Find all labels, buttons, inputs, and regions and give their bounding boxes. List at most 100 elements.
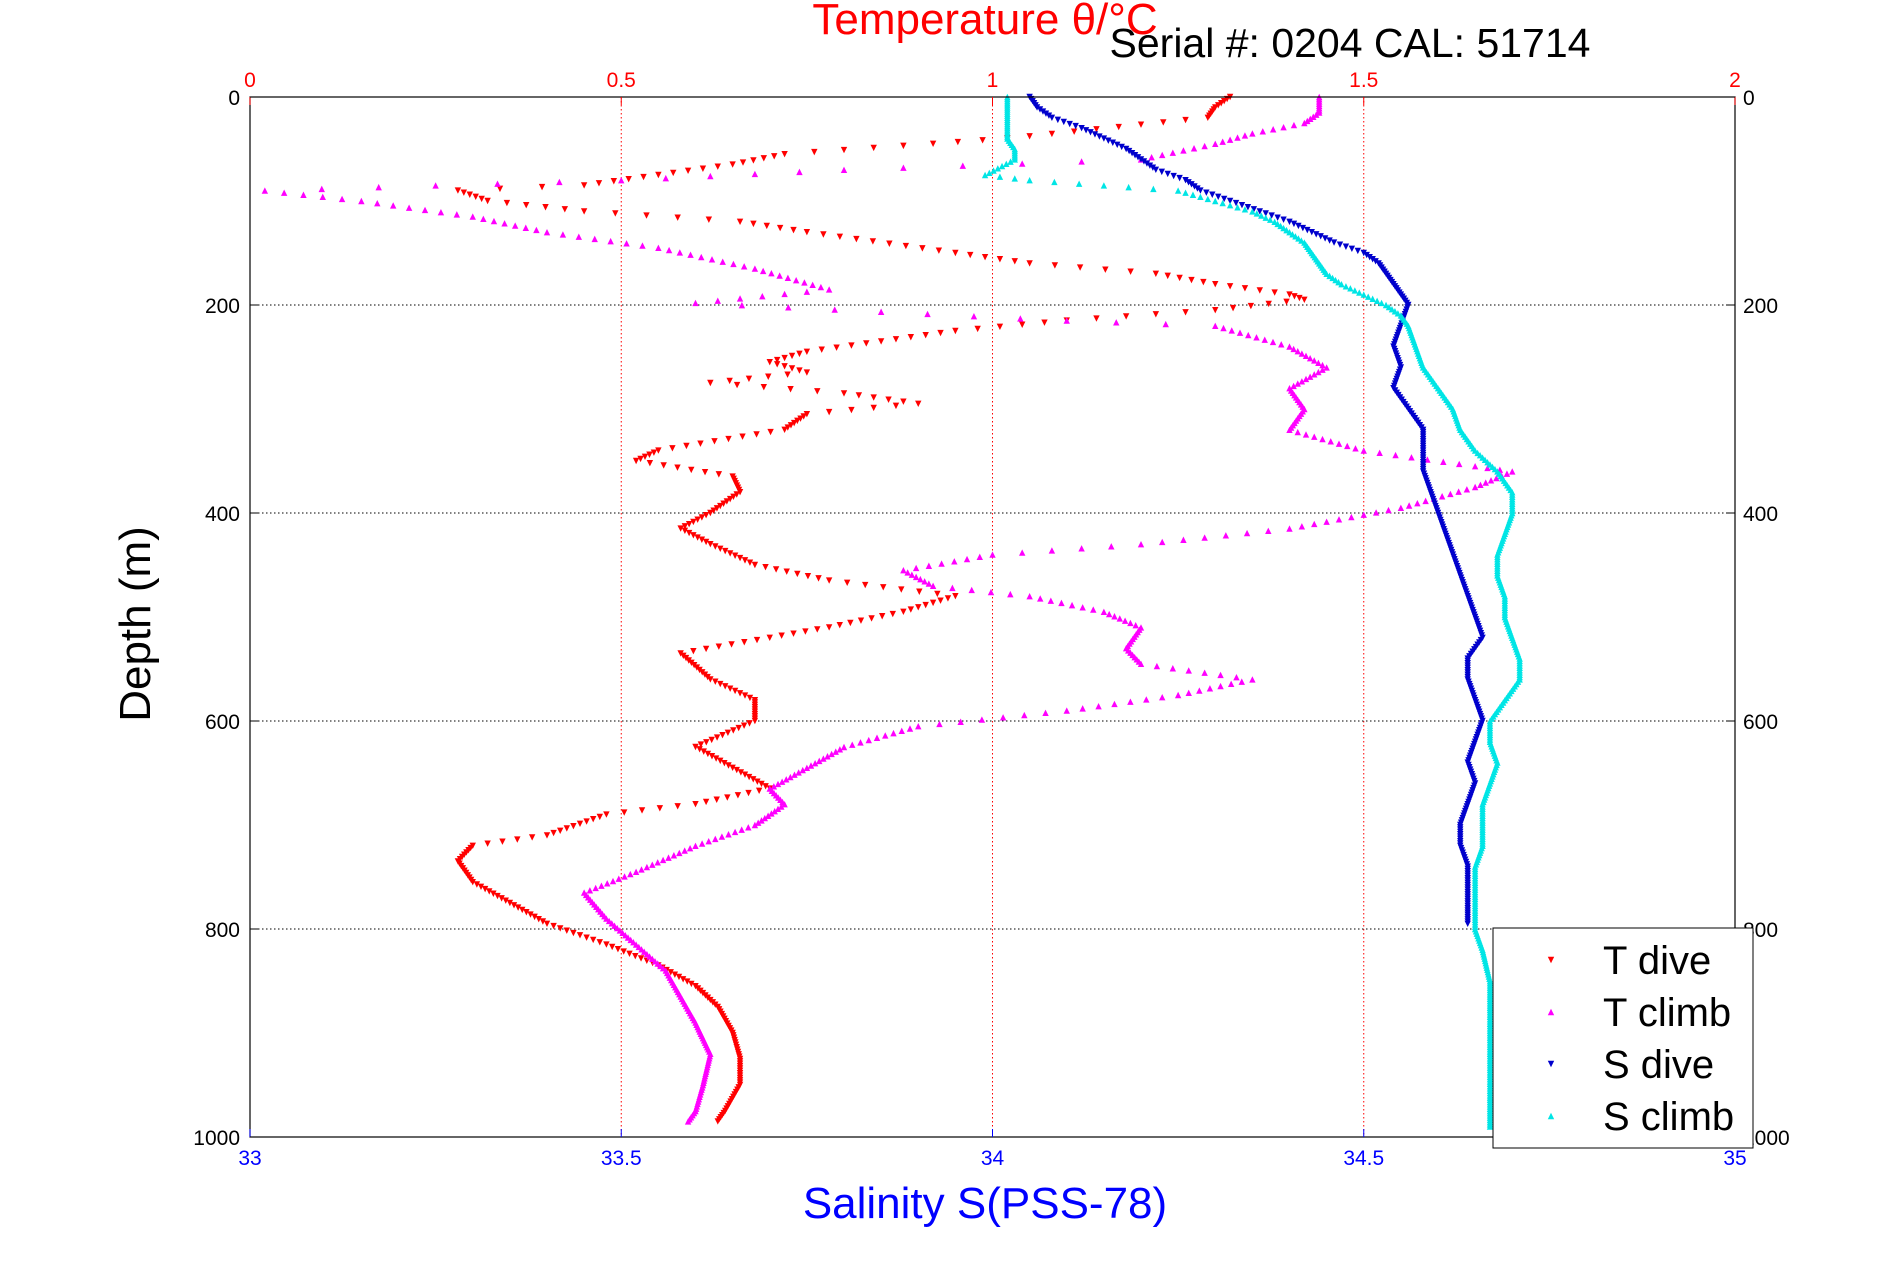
data-point: [621, 873, 628, 880]
data-point: [703, 739, 710, 746]
data-point: [690, 518, 697, 526]
data-point: [596, 939, 603, 946]
data-point: [542, 204, 549, 211]
data-point: [900, 567, 907, 574]
data-point: [739, 433, 746, 440]
data-point: [660, 462, 667, 469]
data-point: [979, 137, 986, 144]
data-point: [358, 197, 365, 205]
data-point: [763, 222, 770, 230]
data-point: [1258, 212, 1265, 219]
data-point: [1414, 499, 1421, 507]
data-point: [1354, 247, 1362, 255]
data-point: [1238, 201, 1246, 209]
data-point: [882, 732, 889, 739]
data-point: [1033, 104, 1041, 111]
data-point: [1385, 303, 1393, 311]
data-point: [767, 428, 774, 436]
data-point: [1408, 454, 1415, 461]
data-point: [1280, 216, 1287, 223]
data-point: [935, 247, 943, 254]
data-point: [790, 419, 798, 427]
data-point: [783, 776, 790, 783]
data-point: [707, 541, 714, 548]
data-point: [772, 566, 780, 573]
data-point: [1286, 218, 1293, 225]
data-point: [1372, 509, 1380, 516]
data-point: [1066, 120, 1073, 128]
data-point: [688, 980, 695, 988]
data-point: [1127, 619, 1134, 627]
data-point: [708, 736, 715, 744]
data-point: [1041, 319, 1048, 326]
data-point: [608, 943, 616, 951]
data-point: [563, 927, 570, 934]
data-point: [868, 615, 875, 622]
data-point: [737, 769, 745, 776]
data-point: [705, 837, 712, 845]
data-point: [1243, 529, 1251, 537]
data-point: [745, 824, 752, 831]
data-point: [1007, 590, 1014, 598]
data-point: [1063, 317, 1070, 324]
data-point: [1335, 516, 1343, 523]
data-point: [1366, 253, 1373, 261]
data-point: [741, 692, 749, 699]
data-point: [1026, 593, 1033, 600]
data-point: [825, 408, 833, 416]
data-point: [873, 734, 881, 741]
data-point: [1250, 206, 1258, 213]
data-point: [1327, 438, 1334, 445]
data-point: [676, 249, 684, 256]
series-t-dive: [454, 93, 1308, 1125]
data-point: [1302, 431, 1310, 438]
data-point: [586, 887, 594, 894]
data-point: [1234, 204, 1241, 211]
data-point: [1317, 233, 1324, 240]
data-point: [690, 647, 697, 655]
data-point: [1342, 243, 1350, 250]
data-point: [656, 805, 664, 812]
data-point: [1286, 291, 1293, 298]
data-point: [638, 866, 645, 873]
data-point: [1072, 122, 1079, 130]
data-point: [1158, 168, 1165, 176]
legend-box: [1492, 927, 1754, 1149]
data-point: [800, 413, 807, 420]
data-point: [612, 210, 619, 217]
data-point: [1188, 276, 1195, 284]
legend-marker: [1547, 1112, 1555, 1120]
data-point: [1105, 610, 1113, 618]
data-point: [1127, 698, 1134, 705]
data-point: [1128, 149, 1136, 157]
data-point: [915, 400, 922, 407]
data-point: [1286, 343, 1293, 350]
data-point: [1261, 336, 1268, 343]
data-point: [878, 613, 886, 620]
data-point: [848, 406, 855, 414]
data-point: [1125, 183, 1132, 191]
data-point: [1301, 119, 1308, 127]
data-point: [1269, 338, 1277, 346]
data-point: [1217, 100, 1225, 107]
data-point: [1471, 463, 1479, 470]
data-point: [1326, 272, 1333, 280]
data-point: [1477, 481, 1484, 488]
data-point: [557, 827, 564, 834]
depth-tick-label-right: 0: [1743, 87, 1755, 110]
data-point: [1286, 229, 1293, 236]
data-point: [758, 817, 765, 824]
data-point: [632, 457, 640, 465]
data-point: [1455, 488, 1462, 495]
data-point: [533, 226, 540, 234]
data-point: [539, 918, 547, 925]
data-point: [620, 948, 627, 955]
data-point: [809, 281, 816, 288]
data-point: [1100, 608, 1108, 615]
data-point: [514, 904, 522, 911]
data-point: [1438, 493, 1446, 500]
data-point: [724, 729, 732, 737]
data-point: [755, 819, 762, 826]
data-point: [1271, 218, 1278, 225]
data-point: [638, 807, 646, 814]
